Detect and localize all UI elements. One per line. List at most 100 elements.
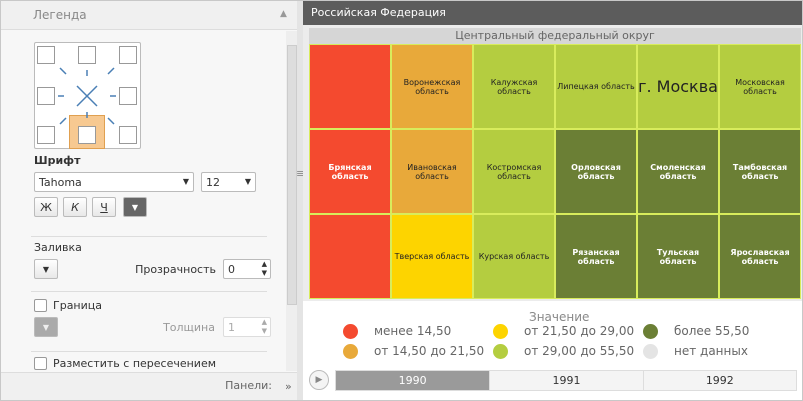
font-label: Шрифт bbox=[34, 154, 81, 167]
legend-swatch bbox=[343, 344, 358, 359]
region-label: Воронежская область bbox=[403, 77, 461, 96]
pos-icon[interactable] bbox=[119, 46, 137, 64]
underline-button[interactable]: Ч bbox=[92, 197, 116, 217]
legend-label: более 55,50 bbox=[674, 324, 750, 338]
region-cell[interactable]: Орловская область bbox=[555, 129, 637, 214]
opacity-label: Прозрачность bbox=[135, 263, 216, 276]
border-label: Граница bbox=[53, 299, 103, 312]
overlap-label: Разместить с пересечением bbox=[53, 357, 217, 370]
bold-button[interactable]: Ж bbox=[34, 197, 58, 217]
region-label: Ярославская область bbox=[730, 247, 790, 266]
legend-label: нет данных bbox=[674, 344, 748, 358]
panel-header bbox=[1, 1, 297, 30]
pos-icon[interactable] bbox=[78, 126, 96, 144]
font-color-button[interactable]: ▼ bbox=[123, 197, 147, 217]
region-cell[interactable]: Рязанская область bbox=[555, 214, 637, 299]
region-cell[interactable]: Брянская область bbox=[309, 129, 391, 214]
region-cell[interactable]: Тамбовская область bbox=[719, 129, 801, 214]
region-label: Костромская область bbox=[486, 162, 542, 181]
region-label: Ивановская область bbox=[407, 162, 457, 181]
width-input: 1 ▲ ▼ bbox=[223, 317, 271, 337]
fill-label: Заливка bbox=[34, 241, 82, 254]
font-size-select[interactable]: 12 ▼ bbox=[201, 172, 256, 192]
region-label: Липецкая область bbox=[557, 82, 635, 91]
font-family: Tahoma bbox=[39, 176, 82, 189]
play-button[interactable]: ▶ bbox=[309, 370, 329, 390]
legend-swatch bbox=[493, 344, 508, 359]
panel-footer bbox=[1, 372, 297, 400]
separator bbox=[31, 291, 267, 292]
region-label: Брянская область bbox=[328, 162, 372, 181]
pos-icon[interactable] bbox=[37, 46, 55, 64]
region-label: Московская область bbox=[735, 77, 785, 96]
overlap-checkbox[interactable] bbox=[34, 357, 47, 370]
scrollbar[interactable] bbox=[286, 31, 298, 371]
region-cell[interactable]: Курская область bbox=[473, 214, 555, 299]
region-cell[interactable]: Тверская область bbox=[391, 214, 473, 299]
region-cell[interactable]: Воронежская область bbox=[391, 44, 473, 129]
region-label: Тверская область bbox=[394, 252, 470, 261]
region-label: Калужская область bbox=[490, 77, 538, 96]
width-label: Толщина bbox=[163, 321, 215, 334]
year-tab[interactable]: 1992 bbox=[642, 371, 796, 390]
legend-swatch bbox=[493, 324, 508, 339]
pos-icon[interactable] bbox=[37, 87, 55, 105]
pos-icon[interactable] bbox=[119, 87, 137, 105]
legend-label: от 29,00 до 55,50 bbox=[524, 344, 635, 358]
legend-swatch bbox=[643, 344, 658, 359]
region-label: Орловская область bbox=[571, 162, 621, 181]
legend-label: от 21,50 до 29,00 bbox=[524, 324, 635, 338]
region-label: Курская область bbox=[478, 252, 550, 261]
collapse-button[interactable]: ▲ bbox=[280, 9, 287, 19]
region-cell[interactable]: Калужская область bbox=[473, 44, 555, 129]
legend-title: Значение bbox=[529, 310, 590, 324]
region-cell[interactable]: Ивановская область bbox=[391, 129, 473, 214]
region-label: Смоленская область bbox=[650, 162, 706, 181]
region-label: Рязанская область bbox=[572, 247, 620, 266]
pos-icon[interactable] bbox=[37, 126, 55, 144]
opacity-input[interactable]: 0 ▲ ▼ bbox=[223, 259, 271, 279]
border-checkbox[interactable] bbox=[34, 299, 47, 312]
opacity-value: 0 bbox=[228, 263, 235, 276]
region-cell[interactable]: г. Москва bbox=[637, 44, 719, 129]
year-tab[interactable]: 1990 bbox=[336, 371, 490, 390]
group-header: Центральный федеральный округ bbox=[309, 28, 801, 44]
region-cell[interactable]: Смоленская область bbox=[637, 129, 719, 214]
pos-icon[interactable] bbox=[78, 46, 96, 64]
region-cell[interactable]: Липецкая область bbox=[555, 44, 637, 129]
panels-button[interactable]: » bbox=[285, 380, 292, 393]
region-label: Тамбовская область bbox=[732, 162, 788, 181]
region-cell[interactable] bbox=[309, 214, 391, 299]
separator bbox=[31, 236, 267, 237]
panels-label: Панели: bbox=[225, 379, 272, 392]
font-size: 12 bbox=[206, 176, 220, 189]
region-cell[interactable]: Костромская область bbox=[473, 129, 555, 214]
legend-label: от 14,50 до 21,50 bbox=[374, 344, 485, 358]
legend: менее 14,50 от 14,50 до 21,50 от 21,50 до … bbox=[341, 323, 801, 363]
separator bbox=[31, 351, 267, 352]
border-color-button: ▼ bbox=[34, 317, 58, 337]
legend-swatch bbox=[343, 324, 358, 339]
region-label: г. Москва bbox=[638, 77, 718, 96]
panel-title: Легенда bbox=[33, 8, 87, 22]
map-header bbox=[303, 1, 802, 25]
width-value: 1 bbox=[228, 321, 235, 334]
pos-icon[interactable] bbox=[119, 126, 137, 144]
region-cell[interactable]: Ярославская область bbox=[719, 214, 801, 299]
region-label: Тульская область bbox=[656, 247, 700, 266]
treemap: Воронежская область Калужская область Липе… bbox=[309, 44, 801, 299]
splitter[interactable]: ≡ bbox=[296, 1, 305, 400]
legend-swatch bbox=[643, 324, 658, 339]
region-cell[interactable] bbox=[309, 44, 391, 129]
region-cell[interactable]: Московская область bbox=[719, 44, 801, 129]
legend-label: менее 14,50 bbox=[374, 324, 452, 338]
timeline: 1990 1991 1992 bbox=[335, 370, 797, 391]
fill-color-button[interactable]: ▼ bbox=[34, 259, 58, 279]
position-arrows bbox=[58, 67, 116, 125]
year-tab[interactable]: 1991 bbox=[489, 371, 642, 390]
italic-button[interactable]: К bbox=[63, 197, 87, 217]
region-cell[interactable]: Тульская область bbox=[637, 214, 719, 299]
font-family-select[interactable]: Tahoma ▼ bbox=[34, 172, 194, 192]
map-title: Российская Федерация bbox=[311, 6, 446, 19]
